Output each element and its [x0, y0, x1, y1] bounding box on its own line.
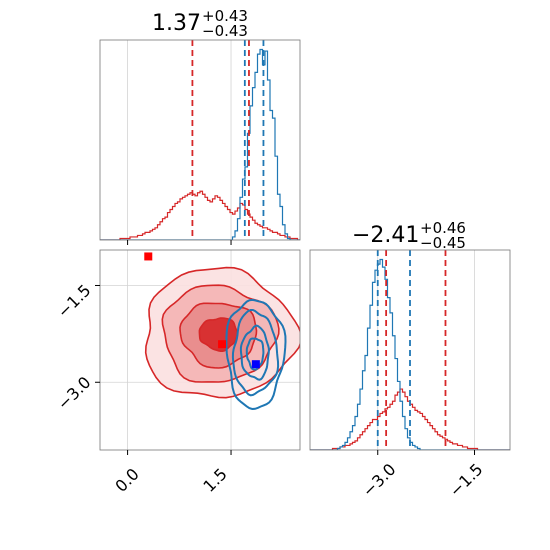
joint-y-tick-label-1: −3.0 — [54, 373, 95, 414]
joint-x-tick-label-0: 0.0 — [111, 464, 142, 495]
marginal-x-title-main: 1.37 — [152, 11, 201, 36]
marginal-x-title-sub: −0.43 — [202, 22, 248, 40]
marginal-x-hist-1 — [100, 48, 300, 240]
marginal-x-hist-0 — [100, 190, 300, 240]
marginal-y-hist-0 — [310, 388, 510, 450]
blue-contour-3 — [225, 298, 287, 411]
marginal-y-frame — [309, 249, 511, 451]
joint-y-tick-labels: −1.5 −3.0 — [54, 281, 95, 414]
marginal-y-quantile-lines — [376, 250, 447, 450]
marginal-y-tick-label-0: −3.0 — [359, 460, 400, 501]
marginal-y-title-main: −2.41 — [352, 223, 419, 248]
marker-1 — [218, 340, 227, 349]
joint-contours — [144, 266, 300, 411]
marginal-x-quantile-lines — [191, 40, 265, 240]
joint-ticks — [95, 284, 232, 455]
marginal-y-x-tick-labels: −3.0 −1.5 — [359, 460, 487, 501]
marginal-x-ticks — [127, 240, 232, 245]
marginal-y-tick-label-1: −1.5 — [446, 460, 487, 501]
marginal-y-panel: −2.41 +0.46 −0.45 −3.0 −1.5 — [309, 219, 511, 501]
marker-0 — [144, 252, 153, 261]
joint-frame — [99, 249, 301, 451]
marginal-y-hist-1 — [310, 258, 510, 450]
joint-panel: 0.0 1.5 −1.5 −3.0 — [54, 249, 301, 496]
marginal-y-title-sup: +0.46 — [420, 219, 466, 237]
joint-x-tick-labels: 0.0 1.5 — [111, 464, 230, 495]
marginal-x-histograms — [100, 48, 300, 240]
marker-2 — [251, 360, 260, 369]
marginal-y-histograms — [310, 258, 510, 450]
marginal-x-frame — [99, 39, 301, 241]
blue-contour-1 — [239, 324, 270, 381]
marginal-x-title-sup: +0.43 — [202, 7, 248, 25]
joint-markers — [144, 252, 260, 369]
marginal-x-grid — [127, 40, 232, 240]
joint-x-tick-label-1: 1.5 — [199, 464, 230, 495]
marginal-y-title-sub: −0.45 — [420, 234, 466, 252]
blue-contour-2 — [231, 309, 280, 397]
marginal-x-panel: 1.37 +0.43 −0.43 — [99, 7, 301, 245]
marginal-y-ticks — [377, 450, 476, 455]
joint-y-tick-label-0: −1.5 — [54, 281, 95, 322]
